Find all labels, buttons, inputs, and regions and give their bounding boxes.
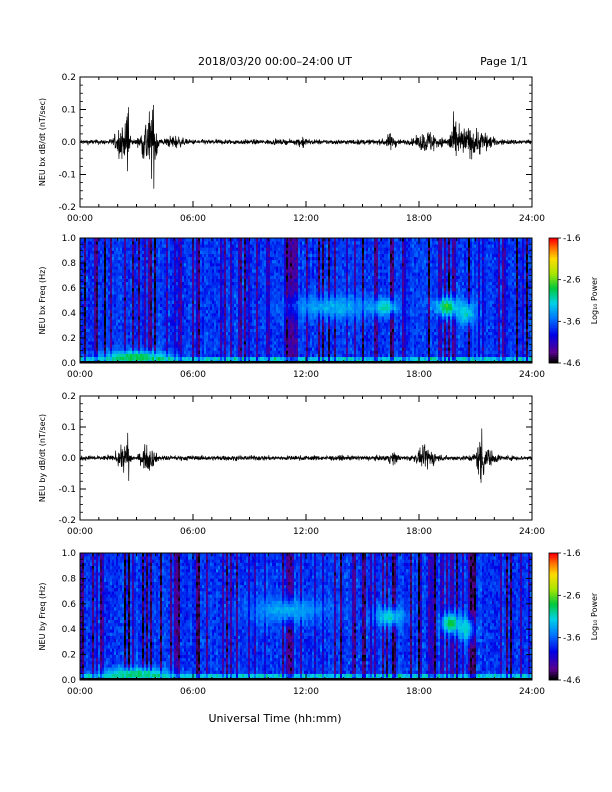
x-tick-label: 00:00 xyxy=(67,687,93,697)
x-tick-label: 18:00 xyxy=(406,214,432,224)
x-tick-label: 06:00 xyxy=(180,687,206,697)
y-tick-label: 1.0 xyxy=(62,549,77,559)
colorbar-tick-label: -3.6 xyxy=(563,634,581,644)
by-spectrogram-panel: 00:00 06:00 12:00 18:00 24:00 1.0 0.8 0.6 0.4 0.2… xyxy=(38,549,599,697)
colorbar-tick-label: -3.6 xyxy=(563,317,581,327)
x-tick-label: 12:00 xyxy=(293,687,319,697)
colorbar: -1.6 -2.6 -3.6 -4.6 Log₁₀ Power xyxy=(548,234,599,369)
x-tick-label: 06:00 xyxy=(180,370,206,380)
y-tick-label: 0.1 xyxy=(62,423,76,433)
y-tick-label: 0.2 xyxy=(62,334,76,344)
x-tick-label: 12:00 xyxy=(293,370,319,380)
y-tick-label: -0.2 xyxy=(58,203,76,213)
x-tick-label: 18:00 xyxy=(406,370,432,380)
bx-spectrogram-panel: 00:00 06:00 12:00 18:00 24:00 1.0 0.8 0.6 0.4 0.2… xyxy=(38,234,599,380)
y-axis-label: NEU bx Freq (Hz) xyxy=(38,267,47,335)
y-axis-label: NEU by Freq (Hz) xyxy=(38,583,47,651)
x-tick-label: 18:00 xyxy=(406,687,432,697)
y-tick-label: 0.0 xyxy=(62,676,77,686)
spectrogram-cells xyxy=(80,553,533,681)
colorbar-frame xyxy=(548,552,559,681)
y-tick-label: 0.1 xyxy=(62,106,76,116)
x-axis-title: Universal Time (hh:mm) xyxy=(209,712,342,725)
x-tick-label: 18:00 xyxy=(406,527,432,537)
y-tick-label: 0.2 xyxy=(62,651,76,661)
y-tick-label: 0.0 xyxy=(62,454,77,464)
colorbar-tick-label: -2.6 xyxy=(563,591,581,601)
colorbar-tick-label: -2.6 xyxy=(563,276,581,286)
x-tick-label: 00:00 xyxy=(67,370,93,380)
figure-title: 2018/03/20 00:00–24:00 UT xyxy=(198,55,352,68)
x-tick-label: 24:00 xyxy=(519,214,545,224)
y-tick-label: 0.4 xyxy=(62,309,77,319)
y-tick-label: 0.4 xyxy=(62,625,77,635)
x-tick-label: 00:00 xyxy=(67,527,93,537)
y-tick-label: -0.1 xyxy=(58,485,76,495)
y-tick-label: 0.6 xyxy=(62,600,77,610)
colorbar-frame xyxy=(548,237,559,364)
y-tick-label: -0.1 xyxy=(58,171,76,181)
dbdt-trace xyxy=(79,104,533,189)
page-number: Page 1/1 xyxy=(480,55,528,68)
bx-dbdt-panel: 00:00 06:00 12:00 18:00 24:00 0.2 0.1 0.0 -0.1 -0… xyxy=(38,73,545,224)
y-axis-label: NEU by dB/dt (nT/sec) xyxy=(38,414,47,502)
colorbar-tick-label: -4.6 xyxy=(563,359,581,369)
x-tick-label: 06:00 xyxy=(180,527,206,537)
colorbar: -1.6 -2.6 -3.6 -4.6 Log₁₀ Power xyxy=(548,549,599,686)
x-tick-label: 06:00 xyxy=(180,214,206,224)
y-tick-label: 1.0 xyxy=(62,234,77,244)
spectrogram-cells xyxy=(80,238,533,364)
y-tick-label: 0.2 xyxy=(62,392,76,402)
y-tick-label: 0.6 xyxy=(62,284,77,294)
y-tick-label: 0.0 xyxy=(62,138,77,148)
y-tick-label: 0.8 xyxy=(62,259,77,269)
x-tick-label: 24:00 xyxy=(519,370,545,380)
colorbar-tick-label: -4.6 xyxy=(563,676,581,686)
y-tick-label: 0.0 xyxy=(62,359,77,369)
y-tick-label: -0.2 xyxy=(58,516,76,526)
x-tick-label: 00:00 xyxy=(67,214,93,224)
y-tick-label: 0.2 xyxy=(62,73,76,83)
colorbar-label: Log₁₀ Power xyxy=(590,592,599,640)
dbdt-trace xyxy=(79,428,533,483)
x-tick-label: 12:00 xyxy=(293,214,319,224)
y-tick-label: 0.8 xyxy=(62,574,77,584)
x-tick-label: 12:00 xyxy=(293,527,319,537)
x-tick-label: 24:00 xyxy=(519,687,545,697)
by-dbdt-panel: 00:00 06:00 12:00 18:00 24:00 0.2 0.1 0.0 -0.1 -0… xyxy=(38,392,545,537)
colorbar-tick-label: -1.6 xyxy=(563,234,581,244)
colorbar-label: Log₁₀ Power xyxy=(590,276,599,324)
colorbar-tick-label: -1.6 xyxy=(563,549,581,559)
y-axis-label: NEU bx dB/dt (nT/sec) xyxy=(38,98,47,186)
x-tick-label: 24:00 xyxy=(519,527,545,537)
